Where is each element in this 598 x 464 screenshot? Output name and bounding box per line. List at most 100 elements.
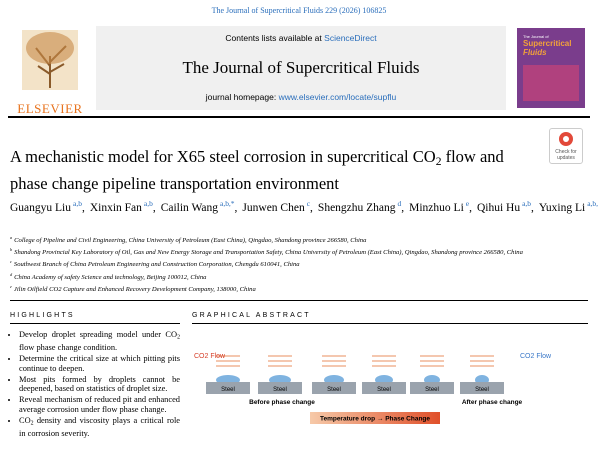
author-name: Junwen Chen bbox=[242, 201, 305, 214]
steel-block bbox=[410, 382, 454, 394]
highlight-sub: 2 bbox=[30, 420, 34, 427]
rule bbox=[8, 116, 590, 118]
logo-tree bbox=[22, 30, 78, 90]
graphical-abstract: GRAPHICAL ABSTRACT Steel Steel Steel Steel S… bbox=[192, 312, 588, 456]
highlights: HIGHLIGHTS Develop droplet spreading mod… bbox=[10, 312, 180, 440]
highlight-sub: 2 bbox=[177, 334, 180, 341]
publisher: ELSEVIER bbox=[17, 101, 83, 116]
affiliation: c Southwest Branch of China Petroleum Eng… bbox=[10, 258, 580, 269]
steel-block bbox=[460, 382, 504, 394]
author-separator: , bbox=[81, 201, 85, 214]
steel-block bbox=[258, 382, 302, 394]
graphical-abstract-heading: GRAPHICAL ABSTRACT bbox=[192, 312, 588, 324]
affiliation: a College of Pipeline and Civil Engineeri… bbox=[10, 234, 580, 245]
highlight-item: CO2 density and viscosity plays a critic… bbox=[19, 416, 180, 439]
flow-label: CO2 Flow bbox=[194, 353, 226, 360]
author: Guangyu Liu a,b, bbox=[10, 199, 85, 214]
author-separator: , bbox=[401, 201, 405, 214]
author-name: Shengzhu Zhang bbox=[317, 201, 396, 214]
phase-label: After phase change bbox=[462, 399, 523, 406]
affiliation-mark: c bbox=[10, 259, 12, 265]
phase-arrow-label: Temperature drop → Phase Change bbox=[320, 416, 430, 423]
homepage-link[interactable]: www.elsevier.com/locate/supflu bbox=[278, 92, 397, 102]
author-name: Xinxin Fan bbox=[89, 201, 142, 214]
author-name: Cailin Wang bbox=[160, 201, 219, 214]
affiliations: a College of Pipeline and Civil Engineeri… bbox=[10, 234, 580, 295]
author-affiliation: e bbox=[465, 199, 470, 208]
cover-art bbox=[523, 65, 579, 101]
author: Xinxin Fan a,b, bbox=[89, 199, 156, 214]
affiliation: b Shandong Provincial Key Laboratory of O… bbox=[10, 246, 580, 257]
affiliation: e Jilin Oilfield CO2 Capture and Enhanced… bbox=[10, 283, 580, 294]
highlight-text: density and viscosity plays a critical r… bbox=[19, 415, 180, 439]
steel-label: Steel bbox=[377, 387, 391, 393]
highlight-text: Determine the critical size at which pit… bbox=[19, 354, 180, 373]
author-affiliation: c bbox=[306, 199, 311, 208]
highlight-text: Most pits formed by droplets cannot be d… bbox=[19, 374, 180, 394]
graphical-abstract-image: Steel Steel Steel Steel Steel Steel CO2 Flow CO… bbox=[194, 353, 552, 424]
author-separator: , bbox=[531, 201, 534, 214]
author-name: Qihui Hu bbox=[476, 201, 521, 214]
author-name: Minzhuo Li bbox=[409, 201, 464, 214]
affiliation-mark: a bbox=[10, 235, 13, 240]
highlight-text: flow phase change condition. bbox=[19, 343, 118, 353]
phase-arrow bbox=[310, 412, 440, 424]
author-separator: , bbox=[234, 201, 238, 214]
steel-label: Steel bbox=[327, 387, 341, 393]
cover-line: Supercritical bbox=[523, 39, 572, 48]
affiliation-text: Southwest Branch of China Petroleum Engi… bbox=[13, 261, 300, 269]
cover-line: The Journal of bbox=[523, 34, 549, 39]
author-affiliation: a,b bbox=[143, 199, 153, 208]
title-part: flow and phase change pipeline transport… bbox=[10, 147, 504, 193]
steel-label: Steel bbox=[425, 387, 439, 393]
rule bbox=[10, 300, 588, 301]
affiliation-mark: e bbox=[10, 283, 12, 289]
author-name: Guangyu Liu bbox=[10, 201, 72, 214]
steel-block bbox=[362, 382, 406, 394]
steel-label: Steel bbox=[273, 387, 287, 393]
publisher-logo: ELSEVIER bbox=[8, 26, 92, 116]
author-separator: , bbox=[469, 201, 472, 214]
journal-header: Contents lists available at ScienceDirec… bbox=[96, 26, 506, 110]
article-title: A mechanistic model for X65 steel corros… bbox=[10, 146, 540, 194]
author: Junwen Chen c, bbox=[242, 199, 313, 214]
flow-label: CO2 Flow bbox=[520, 353, 552, 360]
steel-block bbox=[312, 382, 356, 394]
steel-block bbox=[206, 382, 250, 394]
phase-label: Before phase change bbox=[249, 399, 315, 406]
highlight-item: Develop droplet spreading model under CO… bbox=[19, 330, 180, 353]
author-affiliation: a,b bbox=[73, 199, 82, 208]
journal-title: The Journal of Supercritical Fluids bbox=[182, 58, 420, 77]
contents-line: Contents lists available at ScienceDirec… bbox=[96, 33, 506, 43]
affiliation-text: Jilin Oilfield CO2 Capture and Enhanced … bbox=[13, 285, 256, 293]
sciencedirect-link[interactable]: ScienceDirect bbox=[324, 33, 377, 43]
affiliation-text: China Academy of safety Science and tech… bbox=[14, 273, 207, 281]
highlights-list: Develop droplet spreading model under CO… bbox=[10, 330, 180, 439]
check-updates-label: Check for updates bbox=[555, 149, 577, 161]
highlight-item: Most pits formed by droplets cannot be d… bbox=[19, 375, 180, 395]
author: Shengzhu Zhang d, bbox=[317, 199, 405, 214]
title-sub: 2 bbox=[435, 155, 442, 168]
homepage-prefix: journal homepage: bbox=[205, 92, 277, 102]
journal-cover: The Journal of Supercritical Fluids bbox=[517, 28, 585, 108]
cover-line: Fluids bbox=[523, 48, 547, 57]
highlight-item: Reveal mechanism of reduced pit and enha… bbox=[19, 395, 180, 415]
affiliation-mark: b bbox=[10, 247, 13, 253]
check-icon bbox=[559, 132, 573, 146]
contents-prefix: Contents lists available at bbox=[225, 33, 322, 43]
author-affiliation: d bbox=[397, 199, 402, 208]
affiliation: d China Academy of safety Science and tec… bbox=[10, 271, 580, 282]
highlight-text: Reveal mechanism of reduced pit and enha… bbox=[19, 395, 180, 415]
highlight-text: Develop droplet spreading model under CO bbox=[19, 330, 178, 339]
check-updates[interactable]: Check for updates bbox=[549, 128, 583, 164]
citation: The Journal of Supercritical Fluids 229 … bbox=[211, 6, 387, 15]
author-affiliation: a,b,* bbox=[587, 199, 598, 208]
homepage-line: journal homepage: www.elsevier.com/locat… bbox=[96, 92, 506, 102]
author-affiliation: a,b bbox=[522, 199, 532, 208]
steel-label: Steel bbox=[221, 387, 235, 393]
author-separator: , bbox=[152, 201, 156, 214]
highlight-text: CO bbox=[19, 415, 31, 425]
steel-label: Steel bbox=[475, 387, 489, 393]
highlights-heading: HIGHLIGHTS bbox=[10, 312, 180, 324]
